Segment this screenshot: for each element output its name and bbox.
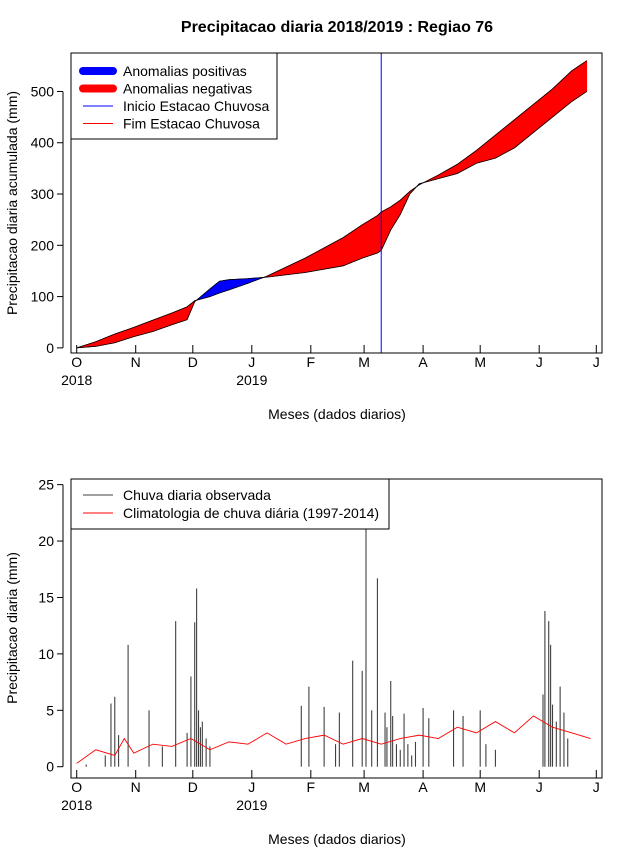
x-tick-label: J: [248, 354, 255, 370]
x-tick-label: O: [71, 354, 82, 370]
cumulative-y-axis: 0 100 200 300 400 500: [31, 83, 63, 355]
x-tick-label: J: [248, 779, 255, 795]
chart-title: Precipitacao diaria 2018/2019 : Regiao 7…: [181, 19, 493, 36]
x-tick-label: M: [474, 354, 486, 370]
x-tick-label: O: [71, 779, 82, 795]
cumulative-x-label: Meses (dados diarios): [268, 406, 406, 422]
y-tick-label: 200: [31, 237, 55, 253]
cumulative-chart: Precipitacao diaria 2018/2019 : Regiao 7…: [4, 19, 602, 422]
x-tick-label: J: [593, 354, 600, 370]
x-tick-label: F: [307, 354, 316, 370]
daily-x-label: Meses (dados diarios): [268, 831, 406, 847]
legend-label-climatology: Climatologia de chuva diária (1997-2014): [123, 505, 379, 521]
legend-label-end: Fim Estacao Chuvosa: [123, 116, 260, 132]
legend-label-positive: Anomalias positivas: [123, 63, 247, 79]
x-tick-label: M: [358, 354, 370, 370]
daily-y-axis: 0 5 10 15 20 25: [38, 477, 63, 775]
x-tick-label: A: [418, 354, 428, 370]
x-tick-label: F: [307, 779, 316, 795]
y-tick-label: 500: [31, 83, 55, 99]
x-tick-label: N: [131, 354, 141, 370]
x-year-label: 2019: [236, 797, 267, 813]
legend-label-onset: Inicio Estacao Chuvosa: [123, 98, 270, 114]
x-tick-label: A: [418, 779, 428, 795]
x-tick-label: M: [358, 779, 370, 795]
y-tick-label: 0: [46, 759, 54, 775]
y-tick-label: 25: [38, 477, 54, 493]
y-tick-label: 0: [46, 340, 54, 356]
daily-y-label: Precipitacao diaria (mm): [4, 552, 20, 704]
daily-chart: 0 5 10 15 20 25 O N D J F M A M J J 2018 2019 Precipitac…: [4, 477, 602, 847]
x-year-label: 2018: [61, 797, 92, 813]
x-year-label: 2018: [61, 372, 92, 388]
x-year-label: 2019: [236, 372, 267, 388]
legend-label-negative: Anomalias negativas: [123, 81, 252, 97]
negative-anomaly-segment: [586, 61, 587, 92]
y-tick-label: 10: [38, 646, 54, 662]
y-tick-label: 100: [31, 289, 55, 305]
y-tick-label: 20: [38, 533, 54, 549]
daily-climatology-line: [77, 716, 591, 763]
x-tick-label: J: [536, 779, 543, 795]
y-tick-label: 400: [31, 135, 55, 151]
y-tick-label: 5: [46, 702, 54, 718]
daily-legend: Chuva diaria observada Climatologia de c…: [71, 479, 389, 529]
cumulative-y-label: Precipitacao diaria acumulada (mm): [4, 91, 20, 315]
x-tick-label: N: [131, 779, 141, 795]
daily-x-axis: O N D J F M A M J J 2018 2019: [61, 770, 600, 813]
x-tick-label: J: [593, 779, 600, 795]
x-tick-label: D: [188, 354, 198, 370]
x-tick-label: M: [474, 779, 486, 795]
y-tick-label: 300: [31, 186, 55, 202]
y-tick-label: 15: [38, 589, 54, 605]
cumulative-x-axis: O N D J F M A M J J 2018 2019: [61, 345, 600, 388]
legend-label-daily: Chuva diaria observada: [123, 487, 271, 503]
x-tick-label: J: [536, 354, 543, 370]
x-tick-label: D: [188, 779, 198, 795]
cumulative-legend: Anomalias positivas Anomalias negativas …: [71, 53, 277, 139]
